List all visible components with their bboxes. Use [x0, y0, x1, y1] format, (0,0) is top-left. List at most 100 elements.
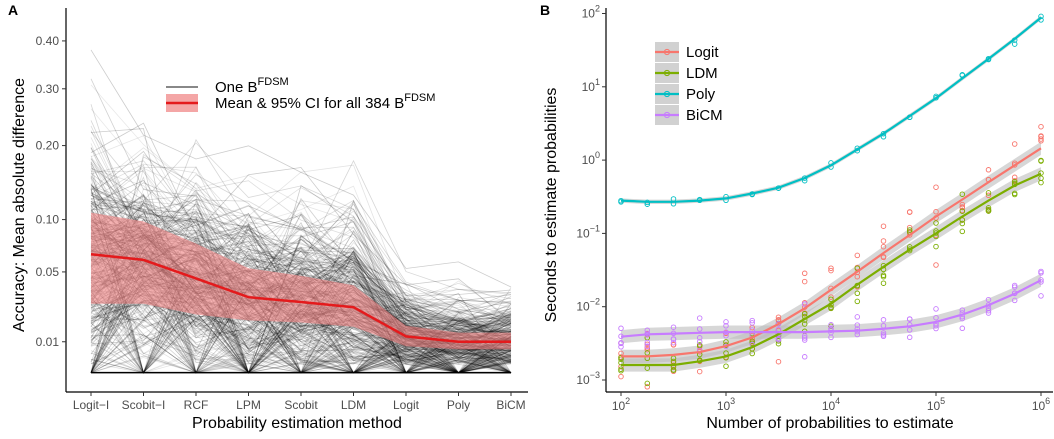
point-ldm [1011, 178, 1018, 185]
individual-line [90, 306, 512, 374]
legend-key-point [663, 69, 671, 77]
point-ldm [618, 366, 624, 372]
x-tick-label: Scobit−I [122, 398, 166, 412]
legend-item-poly: Poly [655, 84, 716, 104]
point-bicm [985, 296, 992, 303]
point-logit [959, 204, 966, 211]
point-bicm [880, 330, 887, 336]
individual-line [90, 211, 512, 349]
point-ldm [1038, 158, 1044, 164]
point-logit [670, 341, 677, 348]
point-ldm [749, 338, 755, 344]
point-ldm [985, 190, 992, 196]
x-tick-label: BiCM [496, 398, 525, 412]
individual-line [90, 281, 511, 374]
mean-line [90, 252, 511, 344]
point-logit [985, 192, 992, 199]
point-bicm [854, 331, 861, 338]
y-tick-label: 10−2 [576, 297, 600, 314]
point-bicm [801, 337, 808, 343]
point-logit [906, 209, 913, 215]
point-bicm [670, 336, 677, 342]
panel-b-axes: 10−3 10−2 10−1 100 101 102 102 103 104 105 106 [576, 4, 1053, 413]
x-tick-label: 106 [1032, 396, 1050, 413]
point-ldm [933, 220, 939, 226]
individual-line [90, 211, 512, 374]
point-ldm [644, 380, 651, 387]
point-bicm [723, 319, 729, 325]
legend-key-point [663, 111, 671, 119]
panel-b: B 10−3 10−2 10−1 100 101 102 102 103 104 105 106 L… [540, 2, 1053, 432]
point-logit [775, 358, 782, 365]
point-logit [1011, 141, 1018, 147]
y-tick-label: 0.01 [36, 335, 60, 349]
smooth-band-ldm [621, 167, 1041, 372]
point-logit [801, 278, 808, 285]
individual-line [90, 184, 512, 375]
y-tick-label: 101 [582, 77, 600, 94]
point-ldm [854, 290, 861, 297]
point-logit [1038, 136, 1044, 142]
x-tick-label: RCF [184, 398, 209, 412]
legend-label: BiCM [686, 107, 723, 124]
point-bicm [723, 323, 729, 329]
point-ldm [801, 311, 808, 317]
individual-line [90, 204, 512, 328]
point-ldm [1038, 179, 1044, 186]
point-ldm [775, 340, 782, 347]
individual-line [90, 120, 512, 294]
point-bicm [696, 326, 703, 332]
point-bicm [1038, 293, 1044, 299]
point-ldm [1038, 170, 1044, 176]
point-bicm [959, 315, 966, 322]
point-logit [828, 265, 834, 271]
point-bicm [1038, 268, 1044, 275]
point-logit [1038, 133, 1044, 139]
smooth-lines [620, 16, 1042, 367]
point-logit [801, 270, 808, 277]
individual-line [90, 297, 511, 374]
panel-b-legend: Logit LDM Poly BiCM [655, 42, 723, 125]
point-bicm [775, 335, 782, 342]
point-bicm [933, 322, 939, 329]
x-tick-label: 103 [717, 396, 735, 413]
individual-line [90, 130, 512, 332]
legend-key-point [663, 48, 671, 56]
series-line-bicm [620, 279, 1042, 338]
point-ldm [985, 205, 992, 211]
point-bicm [801, 301, 808, 307]
point-bicm [1011, 284, 1018, 290]
point-bicm [985, 310, 992, 316]
point-bicm [801, 333, 808, 339]
y-tick-label: 0.20 [36, 139, 60, 153]
point-bicm [801, 335, 808, 341]
y-tick-label: 102 [582, 4, 600, 21]
individual-line [90, 215, 512, 374]
individual-line [91, 171, 512, 322]
panel-a: A 0.01 0.05 0.10 0.20 0.30 0.40 Logit−I Scobit−… [8, 2, 528, 432]
y-tick-label: 0.05 [36, 265, 60, 279]
point-bicm [828, 322, 834, 328]
legend-label: Logit [686, 44, 719, 61]
legend-label-mean-ci: Mean & 95% CI for all 384 BFDSM [215, 92, 435, 112]
legend-item-logit: Logit [655, 42, 719, 62]
y-tick-label: 10−3 [576, 370, 600, 387]
y-tick-label: 0.40 [36, 34, 60, 48]
point-ldm [854, 298, 861, 305]
point-bicm [749, 317, 755, 324]
individual-line [90, 157, 512, 335]
point-ldm [880, 273, 887, 280]
individual-line [90, 122, 512, 303]
point-logit [644, 341, 651, 348]
individual-line [90, 213, 512, 374]
point-bicm [644, 339, 651, 346]
individual-line [90, 271, 512, 374]
individual-line [90, 218, 512, 363]
point-bicm [985, 307, 992, 314]
individual-line [90, 290, 512, 374]
point-bicm [618, 344, 624, 350]
individual-line [90, 142, 512, 373]
point-poly [1011, 41, 1018, 47]
point-ldm [959, 220, 966, 227]
